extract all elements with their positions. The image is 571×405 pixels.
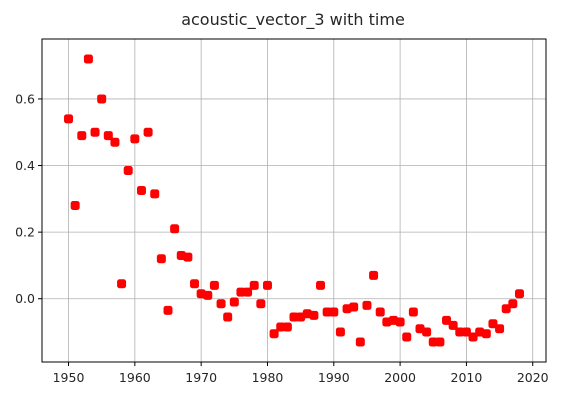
data-point	[256, 299, 266, 309]
x-tick-label: 2020	[517, 370, 549, 385]
data-point	[508, 299, 518, 309]
x-tick-label: 2000	[384, 370, 416, 385]
plot-frame	[41, 38, 547, 363]
data-point	[143, 127, 153, 137]
data-point	[249, 280, 259, 290]
data-point	[481, 329, 491, 339]
data-point	[103, 131, 113, 141]
data-point	[422, 327, 432, 337]
data-point	[90, 127, 100, 137]
data-point	[362, 300, 372, 310]
data-point	[335, 327, 345, 337]
y-tick-label: 0.4	[15, 158, 35, 173]
data-point	[136, 186, 146, 196]
data-point	[123, 166, 133, 176]
data-point	[316, 280, 326, 290]
x-tick-label: 1960	[119, 370, 151, 385]
y-tick-label: 0.6	[15, 91, 35, 106]
data-point	[435, 337, 445, 347]
data-point	[262, 280, 272, 290]
data-point	[117, 279, 127, 289]
data-point	[309, 310, 319, 320]
data-point	[349, 302, 359, 312]
data-point	[375, 307, 385, 317]
data-point	[408, 307, 418, 317]
data-point	[130, 134, 140, 144]
data-point	[282, 322, 292, 332]
data-point	[77, 131, 87, 141]
data-point	[83, 54, 93, 64]
data-point	[495, 324, 505, 334]
data-points	[64, 54, 524, 347]
data-point	[395, 317, 405, 327]
data-point	[216, 299, 226, 309]
grid-lines	[42, 39, 546, 362]
x-tick-label: 1950	[53, 370, 85, 385]
data-point	[190, 279, 200, 289]
data-point	[229, 297, 239, 307]
data-point	[203, 290, 213, 300]
data-point	[170, 224, 180, 234]
data-point	[369, 270, 379, 280]
axis-ticks: 1950 1960 1970 1980 1990 2000 2010 2020 0.0 0.2 0.…	[15, 91, 549, 385]
data-point	[150, 189, 160, 199]
x-tick-label: 2010	[451, 370, 483, 385]
data-point	[269, 329, 279, 339]
data-point	[355, 337, 365, 347]
data-point	[243, 287, 253, 297]
data-point	[402, 332, 412, 342]
x-tick-label: 1970	[185, 370, 217, 385]
data-point	[97, 94, 107, 104]
y-tick-label: 0.0	[15, 291, 35, 306]
chart-title: acoustic_vector_3 with time	[181, 10, 405, 30]
x-tick-label: 1980	[252, 370, 284, 385]
data-point	[110, 137, 120, 147]
data-point	[514, 289, 524, 299]
data-point	[156, 254, 166, 264]
x-tick-label: 1990	[318, 370, 350, 385]
data-point	[70, 200, 80, 210]
data-point	[329, 307, 339, 317]
data-point	[209, 280, 219, 290]
y-tick-label: 0.2	[15, 225, 35, 240]
data-point	[183, 252, 193, 262]
data-point	[223, 312, 233, 322]
data-point	[163, 305, 173, 315]
data-point	[64, 114, 74, 124]
data-point	[448, 320, 458, 330]
